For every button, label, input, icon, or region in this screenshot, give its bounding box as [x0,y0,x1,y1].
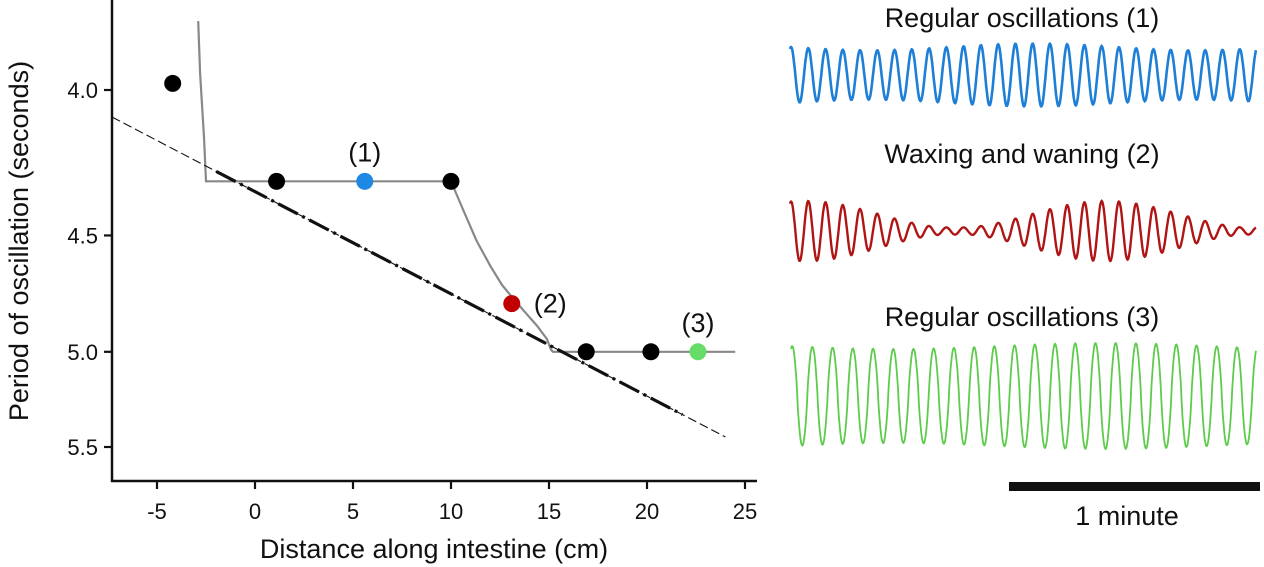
y-ticks: 4.0 4.5 5.0 5.5 [67,78,112,460]
data-point [577,343,595,361]
data-point [164,74,182,92]
data-point [642,343,660,361]
x-ticks: -5 0 5 10 15 20 25 [147,481,757,524]
y-tick-label: 5.5 [67,435,98,460]
data-point [268,172,286,190]
x-tick-label: 25 [733,499,757,524]
period-profile-line [197,21,736,353]
data-point [356,172,374,190]
x-tick-label: 0 [249,499,261,524]
y-tick-label: 4.5 [67,223,98,248]
chart-lines [111,21,736,438]
x-tick-label: 10 [439,499,463,524]
trace-1-line [788,41,1258,109]
x-tick-label: -5 [147,499,167,524]
point-label: (2) [534,289,567,319]
scale-bar [1009,482,1260,491]
x-tick-label: 15 [537,499,561,524]
y-tick-label: 5.0 [67,340,98,365]
x-axis-title: Distance along intestine (cm) [260,534,608,564]
data-point [503,295,521,313]
scale-bar-label: 1 minute [1075,501,1179,531]
trace-3-line [790,341,1257,451]
y-tick-label: 4.0 [67,78,98,103]
trace-2-line [788,199,1257,263]
trace-1-title: Regular oscillations (1) [885,3,1160,33]
trace-2-title: Waxing and waning (2) [884,139,1159,169]
y-axis-title: Period of oscillation (seconds) [4,61,34,421]
data-point [442,172,460,190]
point-label: (3) [681,308,714,338]
chart-points: (1) (2) (3) [164,74,714,361]
period-chart: 4.0 4.5 5.0 5.5 -5 0 5 10 15 20 25 (1) (2) (3) Dist… [4,0,757,564]
trace-panels: Regular oscillations (1) Waxing and wani… [788,3,1260,531]
point-label: (1) [348,137,381,167]
x-tick-label: 5 [347,499,359,524]
trace-3-title: Regular oscillations (3) [885,302,1160,332]
x-tick-label: 20 [635,499,659,524]
data-point [689,343,707,361]
gradient-line [215,169,684,417]
